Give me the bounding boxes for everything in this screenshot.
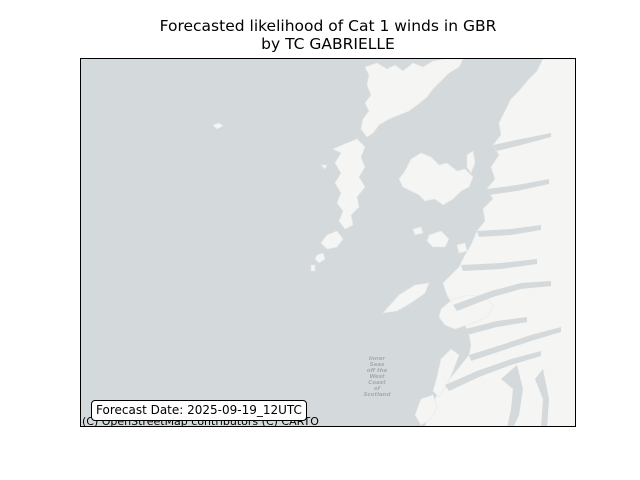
loch-10 [535,369,549,426]
map-area[interactable] [80,58,576,427]
sea-label-line: of [373,386,381,392]
land-mull [438,294,494,330]
sea-label-line: Seas [369,362,385,368]
sea-label-line: Coast [368,380,386,386]
loch-1 [493,133,551,151]
land-skye [398,152,474,206]
land-islet-3 [320,164,328,170]
sea-label-line: Inner [368,356,386,362]
loch-3 [477,225,541,237]
loch-7 [469,327,561,361]
loch-6 [465,317,527,335]
land-islet-2 [310,264,316,272]
land-eigg [456,242,468,254]
loch-4 [461,259,537,271]
sea-label-line: off the [366,368,388,374]
map-title-line-1: Forecasted likelihood of Cat 1 winds in … [159,17,497,35]
sea-label-line: Scotland [363,392,391,398]
forecast-date-label: Forecast Date: 2025-09-19_12UTC [91,400,307,421]
sea-label-line: West [369,374,385,380]
land-uists [332,138,366,230]
land-rum [426,230,450,248]
loch-5 [453,281,551,311]
land-barra [320,230,344,250]
land-islet-1 [314,252,326,264]
basemap [212,59,575,426]
loch-8 [445,351,541,391]
land-coll-tiree [382,282,430,314]
land-islay [414,394,438,426]
map-title-line-2: by TC GABRIELLE [261,35,395,53]
loch-9 [501,365,523,426]
loch-2 [487,179,549,195]
sea-label: Inner Seas off the West Coast of Scotlan… [356,356,398,398]
land-raasay [466,150,476,174]
land-lewis [360,59,464,138]
land-st-kilda [212,122,224,130]
land-canna [412,226,424,236]
